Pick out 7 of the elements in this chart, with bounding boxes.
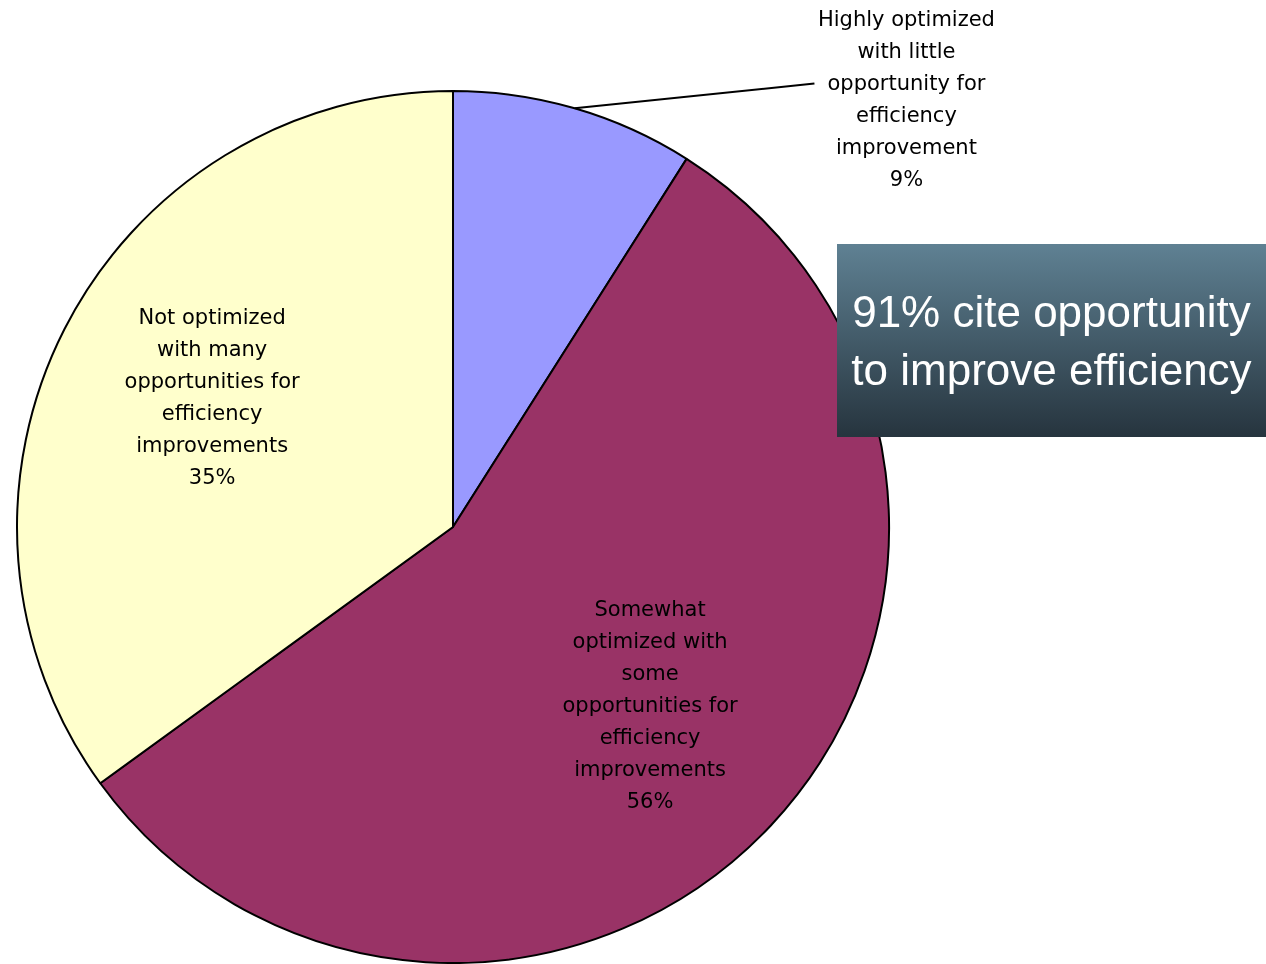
slice-label: Somewhat optimized with some opportunities for efficiency improvements	[562, 597, 738, 781]
data-label: 9%	[889, 166, 924, 191]
slice-label: Highly optimized with little opportunity for efficiency improvement	[817, 6, 995, 159]
data-label: 56%	[626, 789, 674, 813]
text: 91% cite opportunity to improve efficiency	[837, 244, 1266, 437]
data-label: 35%	[188, 465, 236, 490]
slice-label: Not optimized with many opportunities for efficiency improvements	[124, 305, 301, 458]
